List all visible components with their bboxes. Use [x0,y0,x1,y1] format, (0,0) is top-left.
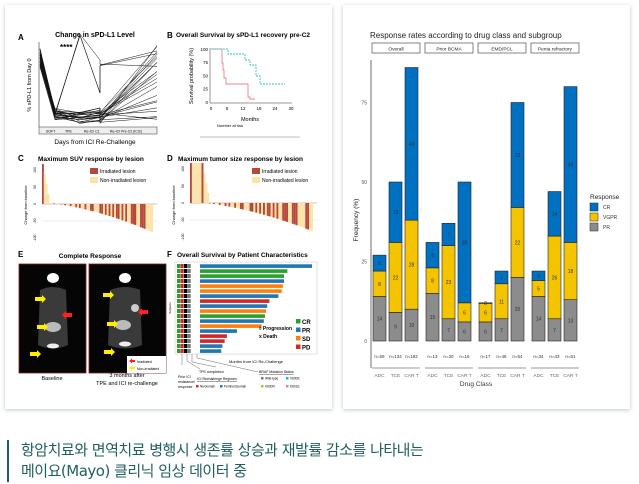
left-figure-card [5,5,332,409]
right-chart-card [343,5,630,409]
figure-caption: 항암치료와 면역치료 병행시 생존률 상승과 재발률 감소를 나타내는 메이요(… [7,440,424,482]
caption-line-2: 메이요(Mayo) 클리닉 임상 데이터 중 [21,462,247,480]
caption-line-1: 항암치료와 면역치료 병행시 생존률 상승과 재발률 감소를 나타내는 [21,441,424,459]
